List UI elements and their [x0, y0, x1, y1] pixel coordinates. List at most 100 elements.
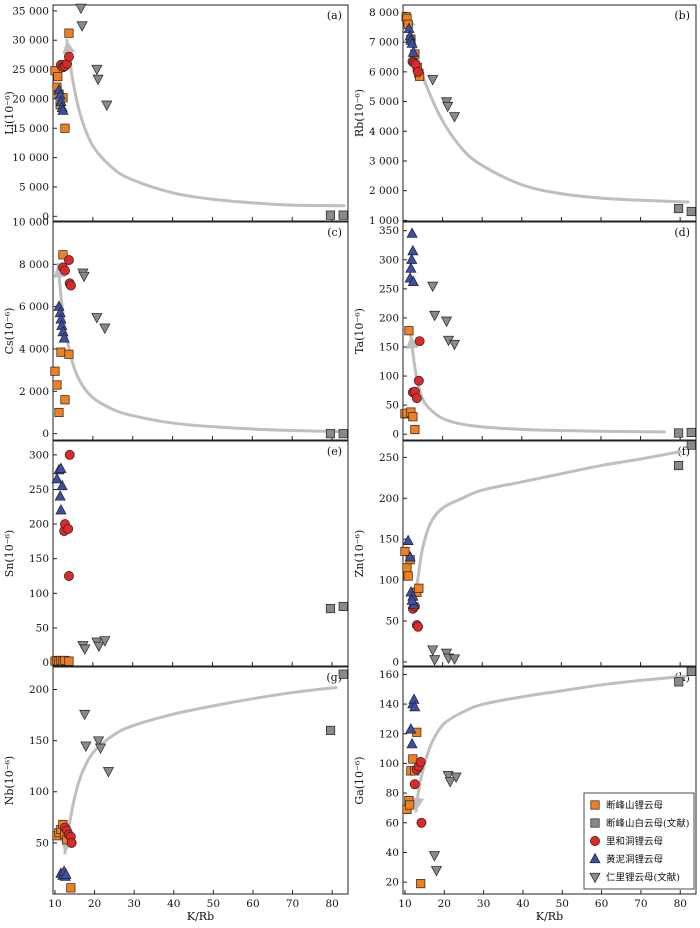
data-point [409, 700, 421, 712]
x-tick-label: 30 [477, 898, 490, 910]
data-point [63, 255, 74, 266]
data-point [405, 262, 417, 273]
data-point [413, 66, 423, 77]
data-point [400, 546, 410, 557]
data-point [402, 563, 412, 573]
y-tick-label: 150 [29, 735, 49, 747]
data-point [408, 693, 420, 704]
data-point [91, 313, 103, 324]
x-tick-label: 20 [88, 898, 101, 910]
y-tick-label: 6 000 [19, 301, 49, 313]
data-point [92, 74, 104, 86]
data-point [408, 412, 418, 422]
data-point [407, 275, 419, 287]
x-tick-label: 10 [398, 898, 411, 910]
data-point [686, 666, 696, 677]
data-point [94, 743, 107, 755]
plot-frame [402, 666, 697, 895]
x-tick-label: 50 [556, 898, 569, 910]
series-group [75, 3, 113, 112]
y-tick-label: 4 000 [19, 343, 49, 355]
data-point [52, 380, 62, 390]
data-point [66, 837, 77, 848]
y-axis-label: Nb(10⁻⁶) [3, 756, 16, 805]
data-point [101, 100, 113, 112]
y-tick-label: 250 [379, 452, 399, 464]
data-point [674, 460, 684, 471]
legend-label: 黄泥洞锂云母 [606, 854, 663, 866]
series-group [400, 326, 420, 435]
legend-box [583, 792, 695, 890]
y-tick-label: 7 000 [369, 37, 399, 49]
y-tick-label: 15 000 [12, 123, 49, 135]
series-group [404, 227, 419, 287]
y-tick-label: 8 000 [19, 259, 49, 271]
data-point [405, 800, 415, 810]
series-group [325, 210, 348, 220]
trend-curve [56, 262, 342, 434]
plot-frame [402, 4, 697, 222]
y-tick-label: 10 000 [12, 152, 49, 164]
y-tick-label: 35 000 [12, 5, 49, 17]
y-tick-label: 200 [379, 312, 399, 324]
panel-e: 0 50 100 150 200 250 300 Sn(10⁻⁶) (e) [3, 440, 349, 669]
y-tick-label: 140 [379, 699, 399, 711]
data-point [430, 866, 443, 877]
data-point [429, 655, 441, 666]
data-point [92, 736, 105, 747]
series-group [427, 645, 461, 666]
data-point [79, 709, 91, 721]
data-point [55, 503, 67, 515]
data-point [448, 339, 461, 351]
data-point [409, 779, 420, 790]
data-point [99, 636, 111, 647]
series-group [427, 75, 461, 123]
data-point [410, 424, 420, 435]
data-point [63, 571, 74, 581]
data-point [406, 253, 418, 264]
data-point [413, 621, 423, 632]
y-tick-label: 8 000 [369, 7, 399, 19]
data-point [75, 3, 87, 15]
data-point [58, 250, 68, 260]
data-point [325, 429, 336, 439]
data-point [325, 603, 336, 614]
series-group [53, 83, 69, 115]
y-tick-label: 0 [42, 428, 49, 440]
series-group [59, 449, 75, 581]
series-group [59, 822, 77, 848]
data-point [65, 280, 76, 291]
panel-b: 1 000 2 000 3 000 4 000 5 000 6 000 7 000 8 000… [353, 4, 697, 227]
y-tick-label: 150 [379, 341, 399, 353]
data-point [427, 645, 439, 656]
y-tick-label: 10 000 [12, 217, 49, 229]
y-axis-label: Cs(10⁻⁶) [3, 308, 16, 355]
trend-arrow-head [62, 40, 76, 55]
data-point [415, 757, 426, 767]
series-group [407, 336, 425, 404]
data-point [54, 490, 66, 501]
y-tick-label: 30 000 [12, 35, 49, 47]
data-point [416, 817, 427, 828]
y-tick-label: 20 000 [12, 93, 49, 105]
data-point [686, 427, 696, 437]
y-tick-label: 50 [36, 837, 49, 849]
plot-frame [52, 666, 349, 895]
y-tick-label: 50 [386, 616, 399, 628]
data-point [80, 741, 92, 752]
y-tick-label: 300 [29, 449, 49, 461]
data-point [414, 583, 424, 593]
y-tick-label: 160 [379, 669, 399, 681]
series-group [674, 203, 696, 217]
y-tick-label: 200 [29, 684, 49, 696]
data-point [64, 656, 74, 666]
data-point [406, 227, 418, 238]
legend-label: 断峰山锂云母 [606, 800, 663, 812]
legend-marker [589, 872, 601, 884]
data-point [99, 323, 111, 335]
data-point [402, 534, 414, 545]
y-tick-label: 3 000 [369, 155, 399, 167]
data-point [60, 123, 70, 133]
data-point [413, 375, 424, 386]
